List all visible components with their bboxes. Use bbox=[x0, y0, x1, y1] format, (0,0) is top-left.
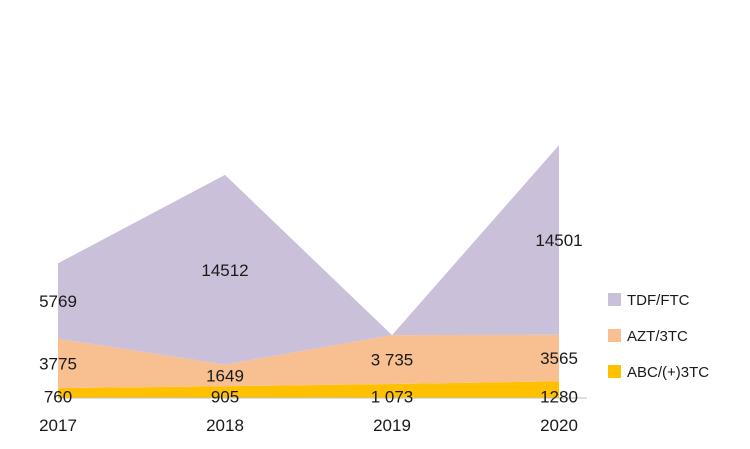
legend-swatch bbox=[608, 365, 621, 378]
x-tick-label: 2020 bbox=[540, 416, 578, 435]
legend-label: AZT/3TC bbox=[627, 328, 688, 345]
data-label: 760 bbox=[44, 387, 72, 406]
legend: TDF/FTC AZT/3TC ABC/(+)3TC bbox=[608, 292, 709, 381]
data-label: 905 bbox=[211, 387, 239, 406]
x-tick-label: 2018 bbox=[206, 416, 244, 435]
area-abc-3tc bbox=[58, 381, 559, 398]
data-label: 3775 bbox=[39, 354, 77, 373]
area-azt-3tc bbox=[58, 334, 559, 389]
chart-areas bbox=[58, 145, 559, 398]
data-label: 5769 bbox=[39, 292, 77, 311]
legend-label: ABC/(+)3TC bbox=[627, 364, 709, 381]
data-label: 3565 bbox=[540, 349, 578, 368]
data-label: 1280 bbox=[540, 387, 578, 406]
x-tick-label: 2019 bbox=[373, 416, 411, 435]
area-tdf-ftc bbox=[58, 145, 559, 365]
legend-swatch bbox=[608, 293, 621, 306]
data-labels: 760 905 1 073 1280 3775 1649 3 735 3565 5769 1451… bbox=[39, 231, 583, 407]
data-label: 1 073 bbox=[371, 387, 414, 406]
x-tick-labels: 2017 2018 2019 2020 bbox=[39, 416, 578, 435]
legend-label: TDF/FTC bbox=[627, 292, 690, 309]
data-label: 3 735 bbox=[371, 351, 414, 370]
data-label: 14512 bbox=[201, 261, 248, 280]
x-tick-label: 2017 bbox=[39, 416, 77, 435]
data-label: 1649 bbox=[206, 366, 244, 385]
legend-swatch bbox=[608, 329, 621, 342]
data-label: 14501 bbox=[535, 231, 582, 250]
